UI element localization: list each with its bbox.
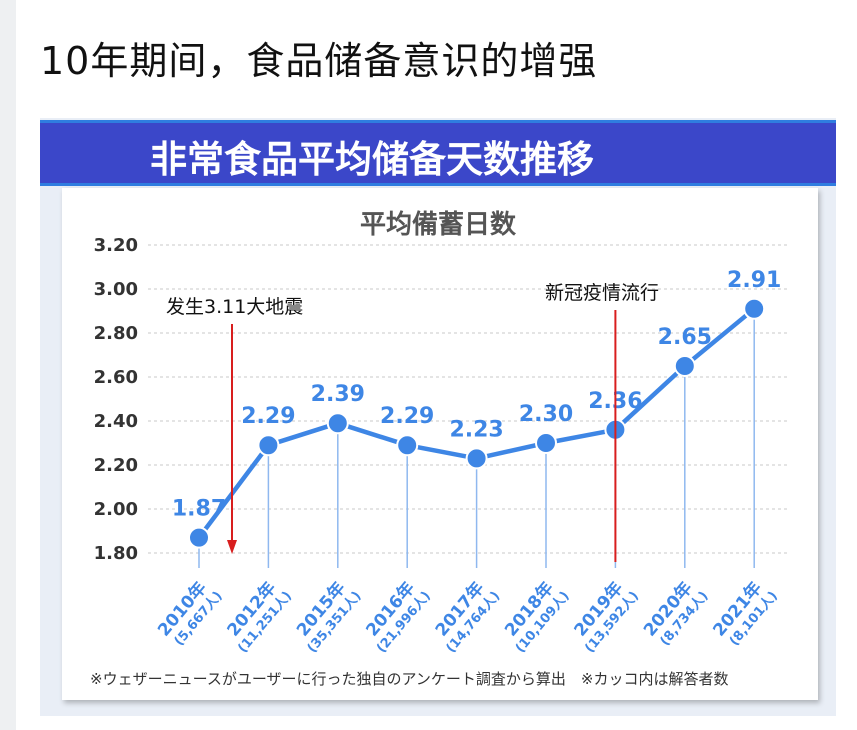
x-tick-group: 2010年(5,667人) [153, 578, 225, 649]
left-margin-bar [0, 0, 16, 730]
chart-banner: 非常食品平均储备天数推移 [40, 120, 836, 186]
data-point [396, 434, 419, 457]
banner-title: 非常食品平均储备天数推移 [150, 138, 594, 181]
x-tick-group: 2019年(13,592人) [570, 578, 642, 656]
data-point [465, 447, 488, 470]
y-tick-label: 2.80 [94, 323, 138, 344]
annotation-covid-label: 新冠疫情流行 [545, 282, 659, 304]
y-tick-label: 2.00 [94, 499, 138, 520]
y-tick-label: 1.80 [94, 543, 138, 564]
page-title: 10年期间，食品储备意识的增强 [40, 39, 598, 83]
data-label: 2.23 [449, 417, 503, 442]
data-labels: 1.872.292.392.292.232.302.362.652.91 [172, 268, 781, 522]
chart-title: 平均備蓄日数 [360, 209, 517, 240]
footnote: ※ウェザーニュースがユーザーに行った独自のアンケート調査から算出 ※カッコ内は解… [90, 670, 729, 688]
data-point [535, 432, 557, 454]
chart-card [62, 188, 818, 700]
data-label: 2.91 [727, 268, 781, 293]
data-point [673, 355, 696, 377]
x-tick-group: 2018年(10,109人) [500, 578, 572, 656]
x-tick-group: 2012年(11,251人) [223, 578, 295, 656]
data-points [188, 297, 766, 549]
data-label: 2.30 [519, 402, 573, 427]
x-tick-group: 2020年(8,734人) [639, 578, 711, 649]
annotations: 发生3.11大地震 新冠疫情流行 [166, 282, 659, 562]
data-label: 2.29 [241, 404, 295, 429]
data-label: 1.87 [172, 497, 226, 522]
x-tick-group: 2016年(21,996人) [362, 578, 434, 656]
arrow-head-icon [227, 540, 237, 554]
x-axis-labels: 2010年(5,667人)2012年(11,251人)2015年(35,351人… [153, 578, 781, 656]
data-point [326, 412, 349, 435]
data-point [743, 297, 766, 320]
annotation-earthquake-label: 发生3.11大地震 [166, 296, 303, 318]
y-tick-label: 2.40 [94, 411, 138, 432]
data-label: 2.29 [380, 404, 434, 429]
data-label: 2.65 [658, 325, 712, 350]
y-tick-label: 3.20 [94, 235, 138, 256]
x-tick-group: 2015年(35,351人) [292, 578, 364, 656]
y-tick-label: 2.60 [94, 367, 138, 388]
y-tick-label: 2.20 [94, 455, 138, 476]
data-point [188, 526, 210, 549]
data-label: 2.39 [311, 382, 365, 407]
x-tick-group: 2017年(14,764人) [431, 578, 503, 656]
x-tick-group: 2021年(8,101人) [709, 578, 781, 649]
data-point [257, 434, 280, 457]
y-tick-label: 3.00 [94, 279, 138, 300]
grid-layer: 3.20 3.00 2.80 2.60 2.40 2.20 2.00 1.80 [94, 235, 790, 564]
